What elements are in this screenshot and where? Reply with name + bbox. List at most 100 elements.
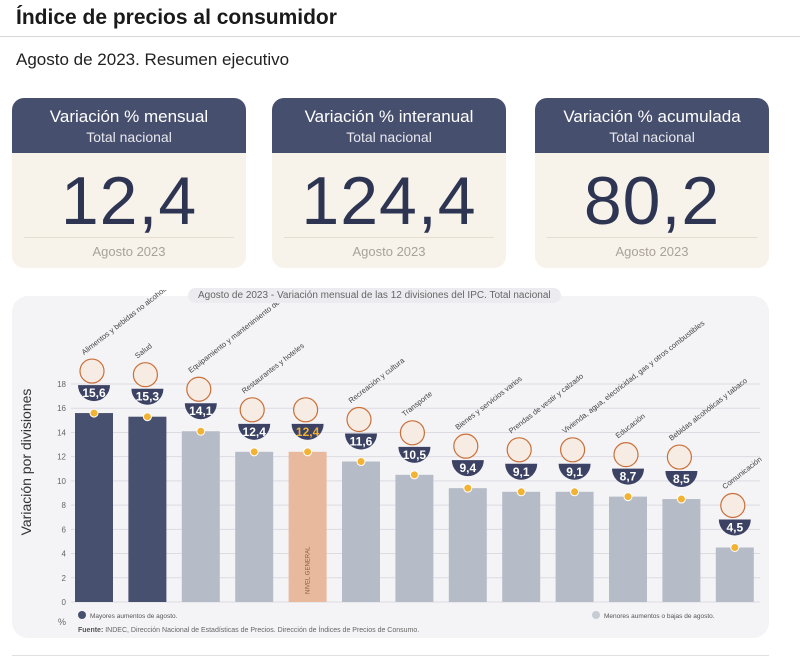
header-divider xyxy=(0,36,800,37)
category-icon xyxy=(79,358,105,384)
value-dot xyxy=(89,408,99,418)
category-icon xyxy=(239,397,265,423)
data-label: 10,5 xyxy=(403,448,427,462)
y-tick-label: 10 xyxy=(57,477,66,486)
legend-marker xyxy=(78,611,86,619)
y-tick-label: 6 xyxy=(62,525,67,534)
bar xyxy=(715,547,754,602)
card-interannual: Variación % interanual Total nacional 12… xyxy=(272,98,506,268)
category-label: Comunicación xyxy=(720,455,763,491)
chart-title-period: Agosto de 2023 xyxy=(198,290,269,301)
card-subtitle: Total nacional xyxy=(346,129,432,145)
category-icon xyxy=(506,437,532,463)
division-variation-chart: 0 2 4 6 8 10 12 14 16 18% Variación por divisiones… xyxy=(18,290,763,627)
card-title: Variación % acumulada xyxy=(563,107,741,126)
value-dot xyxy=(730,543,740,552)
data-label: 12,4 xyxy=(296,425,320,439)
category-icon xyxy=(132,362,158,388)
card-value: 80,2 xyxy=(583,163,721,239)
category-label: Alimentos y bebidas no alcohólicas xyxy=(80,290,178,357)
bar xyxy=(502,491,541,602)
bar xyxy=(448,488,487,602)
bar xyxy=(75,413,113,602)
category-icon xyxy=(186,376,212,402)
value-badge xyxy=(612,468,644,485)
value-dot xyxy=(623,492,633,502)
bar xyxy=(395,474,434,602)
card-value: 12,4 xyxy=(60,163,198,239)
value-badge xyxy=(238,423,271,440)
value-dot xyxy=(516,487,526,497)
y-tick-label: 4 xyxy=(62,550,67,559)
data-label: 9,4 xyxy=(459,461,476,475)
category-icon xyxy=(346,406,372,433)
y-unit-label: % xyxy=(58,617,66,627)
category-icon xyxy=(293,397,319,423)
value-dot xyxy=(196,426,206,436)
page-subtitle: Agosto de 2023. Resumen ejecutivo xyxy=(16,50,290,69)
general-level-label: NIVEL GENERAL xyxy=(306,546,312,594)
data-label: 8,7 xyxy=(620,470,637,484)
card-title: Variación % mensual xyxy=(49,107,209,126)
value-dot xyxy=(570,487,580,497)
bar xyxy=(181,431,220,602)
y-tick-label: 18 xyxy=(57,380,66,389)
value-dot xyxy=(463,483,473,493)
data-label: 8,5 xyxy=(673,472,690,486)
category-label: Educación xyxy=(614,412,647,441)
data-label: 12,4 xyxy=(243,425,267,439)
data-label: 11,6 xyxy=(350,435,373,449)
card-header: Variación % mensual Total nacional xyxy=(12,98,246,153)
chart-title-text: - Variación mensual de las 12 divisiones… xyxy=(268,290,551,301)
category-label: Salud xyxy=(133,341,154,360)
bar xyxy=(288,451,327,602)
value-dot xyxy=(356,457,366,467)
card-divider xyxy=(547,237,757,238)
category-icon xyxy=(559,437,586,463)
card-value: 124,4 xyxy=(301,163,477,239)
category-icon xyxy=(720,492,746,519)
y-tick-label: 8 xyxy=(62,501,67,510)
category-icon xyxy=(613,442,639,468)
data-label: 9,1 xyxy=(513,465,530,479)
value-badge xyxy=(345,433,377,450)
value-badge xyxy=(398,446,431,463)
data-label: 4,5 xyxy=(726,521,743,535)
category-icon xyxy=(453,433,479,459)
y-tick-label: 12 xyxy=(57,453,66,462)
bar xyxy=(555,491,594,602)
y-tick-label: 0 xyxy=(62,598,67,607)
value-badge xyxy=(718,519,751,536)
value-badge xyxy=(184,403,217,420)
y-tick-label: 2 xyxy=(62,574,67,583)
value-dot xyxy=(142,412,152,422)
value-badge xyxy=(505,463,538,480)
card-divider xyxy=(284,237,494,238)
value-badge xyxy=(558,463,591,480)
category-icon xyxy=(666,444,693,470)
card-period: Agosto 2023 xyxy=(615,244,689,259)
page-title: Índice de precios al consumidor xyxy=(16,6,337,29)
data-label: 14,1 xyxy=(189,404,213,418)
card-period: Agosto 2023 xyxy=(92,244,166,259)
chart-title: Agosto de 2023 - Variación mensual de la… xyxy=(188,288,561,303)
legend-label: Menores aumentos o bajas de agosto. xyxy=(604,613,715,620)
legend-label: Mayores aumentos de agosto. xyxy=(90,613,178,620)
category-icon xyxy=(399,420,425,446)
data-label: 15,6 xyxy=(82,386,106,400)
value-dot xyxy=(409,470,419,480)
category-label: Restaurantes y hoteles xyxy=(240,341,306,395)
card-period: Agosto 2023 xyxy=(352,244,426,259)
chart-source: Fuente: INDEC, Dirección Nacional de Est… xyxy=(78,627,419,634)
card-monthly: Variación % mensual Total nacional 12,4 … xyxy=(12,98,246,268)
card-header: Variación % acumulada Total nacional xyxy=(535,98,769,153)
source-label: Fuente: xyxy=(78,627,104,634)
value-dot xyxy=(303,447,313,457)
card-subtitle: Total nacional xyxy=(609,129,695,145)
legend-marker xyxy=(592,611,600,619)
card-accumulated: Variación % acumulada Total nacional 80,… xyxy=(535,98,769,268)
value-dot xyxy=(249,447,259,457)
footer-divider xyxy=(12,655,769,656)
y-tick-label: 16 xyxy=(57,404,66,413)
y-axis-label: Variación por divisiones xyxy=(18,389,34,536)
